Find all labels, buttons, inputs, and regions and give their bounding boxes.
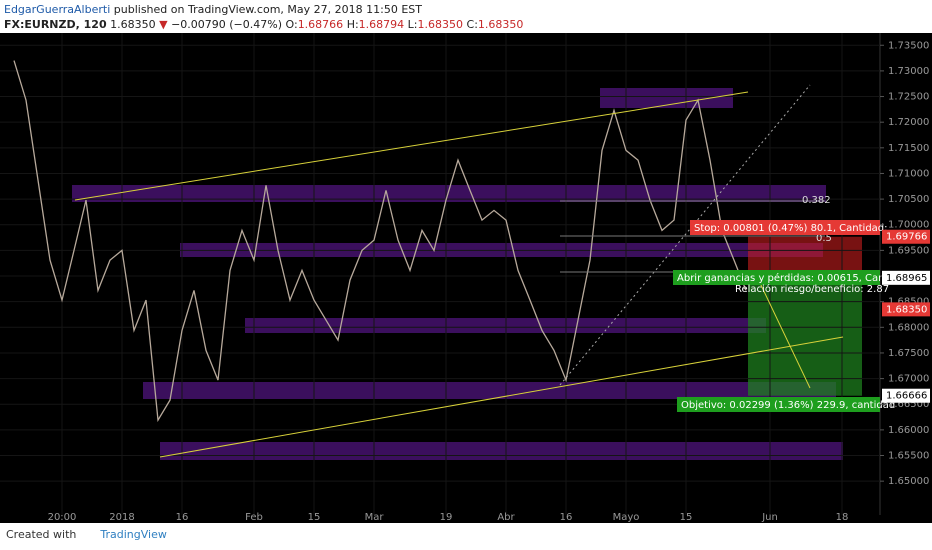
x-tick-label: Jun (761, 512, 778, 523)
target-label: Objetivo: 0.02299 (1.36%) 229.9, cantida… (681, 400, 895, 411)
x-tick-label: Mar (365, 512, 385, 523)
open: 1.68766 (297, 18, 344, 31)
x-tick-label: Feb (245, 512, 263, 523)
price-tag (882, 388, 930, 403)
zone (160, 442, 843, 460)
pnl-label-bg (673, 270, 880, 285)
pnl-label: Abrir ganancias y pérdidas: 0.00615, Can… (677, 272, 891, 284)
ratio-label: Relación riesgo/beneficio: 2.87 (735, 283, 889, 295)
x-tick-label: 18 (836, 512, 849, 523)
x-tick-label: 2018 (109, 512, 134, 523)
x-tick-label: 20:00 (48, 512, 77, 523)
fib-label: 0.5 (816, 233, 832, 244)
chart: 0.382 0.5 Stop: 0.00801 (0.47%) 80.1, Ca… (0, 33, 932, 523)
o-label: O: (285, 18, 298, 31)
price-tag (882, 229, 930, 244)
x-tick-label: 19 (440, 512, 453, 523)
axes: 1.65000 1.65500 1.66000 1.66500 1.67000 1.675… (48, 40, 930, 523)
y-tick-label: 1.65000 (888, 476, 929, 487)
y-tick-label: 1.67500 (888, 348, 929, 359)
footer: Created with TradingView (6, 528, 167, 541)
x-tick-label: 16 (560, 512, 573, 523)
symbol: FX:EURNZD, 120 (4, 18, 107, 31)
published: published on TradingView.com, May 27, 20… (113, 3, 422, 16)
y-tick-label: 1.71500 (888, 143, 929, 154)
x-tick-label: Abr (497, 512, 515, 523)
close: 1.68350 (477, 18, 524, 31)
stop-label: Stop: 0.00801 (0.47%) 80.1, Cantidad: (694, 223, 888, 234)
x-tick-label: Mayo (613, 512, 640, 523)
stop-label-bg (690, 220, 880, 235)
price-line (13, 60, 747, 423)
low: 1.68350 (417, 18, 464, 31)
y-tick-label: 1.66000 (888, 425, 929, 436)
zone (72, 185, 826, 202)
price-tag-label: 1.68350 (886, 304, 927, 315)
down-arrow: ▼ (159, 18, 168, 31)
y-tick-label: 1.67000 (888, 374, 929, 385)
y-tick-label: 1.68500 (888, 297, 929, 308)
price-tag-label: 1.66666 (886, 391, 927, 402)
user[interactable]: EdgarGuerraAlberti (4, 3, 111, 16)
high: 1.68794 (358, 18, 405, 31)
y-tick-label: 1.65500 (888, 451, 929, 462)
header: EdgarGuerraAlberti published on TradingV… (4, 2, 523, 32)
y-tick-label: 1.70000 (888, 220, 929, 231)
x-tick-label: 15 (308, 512, 321, 523)
y-tick-label: 1.69500 (888, 245, 929, 256)
brand[interactable]: TradingView (100, 528, 167, 541)
y-tick-label: 1.68000 (888, 322, 929, 333)
trend-line (74, 91, 749, 201)
c-label: C: (466, 18, 478, 31)
quote-line: FX:EURNZD, 120 1.68350 ▼ −0.00790 (−0.47… (4, 17, 523, 32)
trade-pointer (759, 282, 811, 389)
target-label-bg (677, 397, 880, 412)
price-tag (882, 270, 930, 285)
price-tag (882, 302, 930, 317)
zone (600, 88, 733, 108)
change: −0.00790 (−0.47%) (171, 18, 283, 31)
y-tick-label: 1.72500 (888, 92, 929, 103)
publish-line: EdgarGuerraAlberti published on TradingV… (4, 2, 523, 17)
fib-trend (559, 84, 811, 386)
y-tick-label: 1.73000 (888, 66, 929, 77)
trade-boxes (748, 236, 862, 396)
trend-line (159, 336, 844, 458)
price-tag-label: 1.69766 (886, 232, 927, 243)
x-tick-label: 15 (680, 512, 693, 523)
y-tick-label: 1.71000 (888, 168, 929, 179)
drawings: 0.382 0.5 Stop: 0.00801 (0.47%) 80.1, Ca… (74, 84, 895, 458)
y-tick-label: 1.73500 (888, 40, 929, 51)
last: 1.68350 (110, 18, 156, 31)
y-tick-label: 1.72000 (888, 117, 929, 128)
created: Created with (6, 528, 77, 541)
zone (143, 382, 836, 399)
fib-label: 0.382 (802, 195, 831, 206)
x-tick-label: 16 (176, 512, 189, 523)
h-label: H: (346, 18, 359, 31)
l-label: L: (407, 18, 418, 31)
price-tag-label: 1.68965 (886, 273, 927, 284)
y-tick-label: 1.70500 (888, 194, 929, 205)
y-tick-label: 1.66500 (888, 399, 929, 410)
